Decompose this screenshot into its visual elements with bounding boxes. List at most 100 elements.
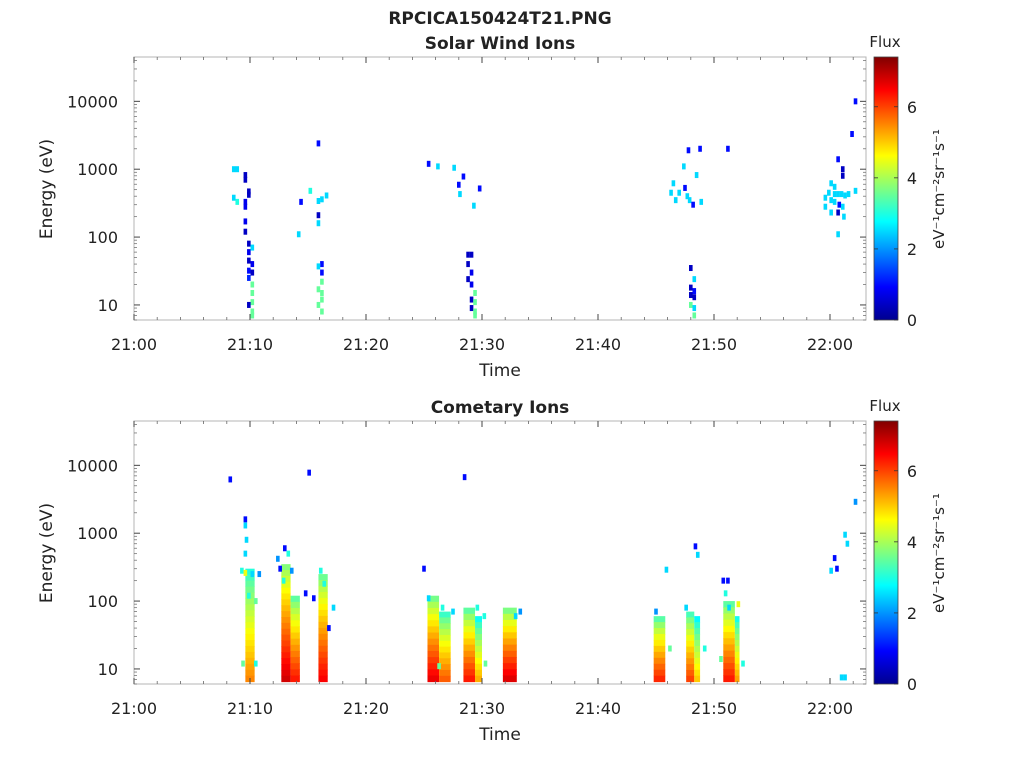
- heatmap-column-band: [427, 657, 440, 664]
- heatmap-cell: [451, 608, 455, 615]
- heatmap-column-band: [475, 675, 482, 683]
- heatmap-cell: [307, 469, 311, 476]
- heatmap-column-band: [475, 628, 482, 635]
- heatmap-column-band: [290, 607, 300, 615]
- heatmap-column-band: [502, 626, 517, 633]
- heatmap-cell: [320, 196, 324, 203]
- x-tick-label: 21:20: [343, 699, 389, 718]
- heatmap-column-band: [245, 622, 255, 629]
- colorbar-tick-label: 0: [907, 675, 917, 694]
- heatmap-column-band: [463, 632, 476, 639]
- heatmap-cell: [243, 198, 248, 205]
- heatmap-column-band: [245, 628, 255, 635]
- heatmap-column-band: [723, 625, 735, 633]
- heatmap-cell: [684, 604, 688, 611]
- heatmap-column-band: [653, 622, 666, 629]
- heatmap-cell: [437, 663, 441, 670]
- heatmap-cell: [250, 299, 255, 306]
- heatmap-column-band: [502, 632, 517, 639]
- heatmap-cell: [436, 163, 440, 170]
- x-tick-label: 21:50: [691, 335, 737, 354]
- heatmap-cell: [836, 209, 840, 216]
- heatmap-column-band: [281, 605, 291, 612]
- colorbar-tick-label: 4: [907, 169, 917, 188]
- heatmap-cell: [320, 261, 324, 268]
- heatmap-column-band: [318, 663, 328, 671]
- heatmap-column-band: [734, 645, 740, 653]
- heatmap-column-band: [290, 644, 300, 652]
- heatmap-column-band: [281, 587, 291, 595]
- heatmap-column-band: [281, 669, 291, 677]
- heatmap-cell: [702, 645, 707, 652]
- plot-frame: [133, 420, 867, 685]
- heatmap-column-band: [694, 669, 701, 677]
- heatmap-cell: [829, 567, 833, 574]
- heatmap-column-band: [694, 675, 701, 683]
- heatmap-column-band: [502, 650, 517, 658]
- heatmap-cell: [654, 608, 658, 615]
- heatmap-cell: [296, 231, 301, 238]
- heatmap-cell: [843, 531, 847, 538]
- heatmap-cell: [247, 301, 251, 308]
- heatmap-column-band: [427, 607, 440, 615]
- y-tick-label: 10: [98, 660, 118, 679]
- heatmap-column-band: [318, 633, 328, 641]
- heatmap-cell: [829, 180, 833, 187]
- heatmap-column-band: [245, 586, 255, 593]
- x-tick-label: 21:00: [111, 699, 157, 718]
- heatmap-cell: [693, 543, 698, 550]
- heatmap-cell: [469, 305, 474, 312]
- heatmap-cell: [247, 580, 251, 587]
- heatmap-cell: [316, 263, 321, 270]
- solar-wind-panel: Solar Wind Ions Time Energy (eV) Flux eV…: [37, 33, 948, 381]
- heatmap-column-band: [502, 675, 517, 683]
- heatmap-cell: [692, 288, 697, 295]
- heatmap-cell: [247, 267, 251, 274]
- heatmap-cell: [228, 476, 233, 483]
- heatmap-cell: [727, 604, 731, 611]
- heatmap-cell: [721, 577, 726, 584]
- heatmap-column-band: [439, 658, 451, 665]
- heatmap-cell: [664, 566, 669, 573]
- heatmap-cell: [316, 198, 321, 205]
- heatmap-cell: [689, 301, 693, 308]
- heatmap-column-band: [475, 645, 482, 653]
- heatmap-column-band: [723, 656, 735, 664]
- heatmap-cell: [247, 240, 251, 247]
- x-tick-label: 21:40: [575, 699, 621, 718]
- heatmap-cell: [692, 312, 697, 319]
- heatmap-column-band: [427, 669, 440, 677]
- heatmap-cell: [316, 301, 321, 308]
- heatmap-column-band: [694, 651, 701, 659]
- heatmap-cell: [699, 198, 704, 205]
- heatmap-cell: [250, 289, 255, 296]
- y-axis: 10 100 1000 10000: [67, 60, 866, 321]
- heatmap-cell: [832, 198, 837, 205]
- x-tick-label: 21:30: [459, 335, 505, 354]
- heatmap-column-band: [281, 581, 291, 589]
- colorbar-tick-label: 0: [907, 311, 917, 330]
- heatmap-cell: [689, 292, 693, 299]
- heatmap-cell: [466, 261, 470, 268]
- heatmap-cell: [235, 166, 240, 173]
- heatmap-cell: [250, 571, 255, 578]
- heatmap-cell: [244, 536, 249, 543]
- heatmap-column-band: [281, 652, 291, 659]
- heatmap-cell: [254, 660, 258, 667]
- x-tick-label: 21:30: [459, 699, 505, 718]
- heatmap-cell: [452, 164, 456, 171]
- heatmap-column-band: [281, 675, 291, 683]
- heatmap-column-band: [723, 650, 735, 658]
- heatmap-cell: [832, 555, 837, 562]
- heatmap-cell: [477, 185, 482, 192]
- heatmap-column-band: [318, 675, 328, 683]
- heatmap-cell: [473, 299, 477, 306]
- heatmap-cell: [668, 645, 672, 652]
- heatmap-column-band: [463, 638, 476, 646]
- heatmap-column-band: [694, 616, 701, 623]
- heatmap-cell: [250, 269, 255, 276]
- heatmap-cell: [473, 289, 477, 296]
- heatmap-cell: [240, 567, 244, 574]
- heatmap-cell: [689, 265, 693, 272]
